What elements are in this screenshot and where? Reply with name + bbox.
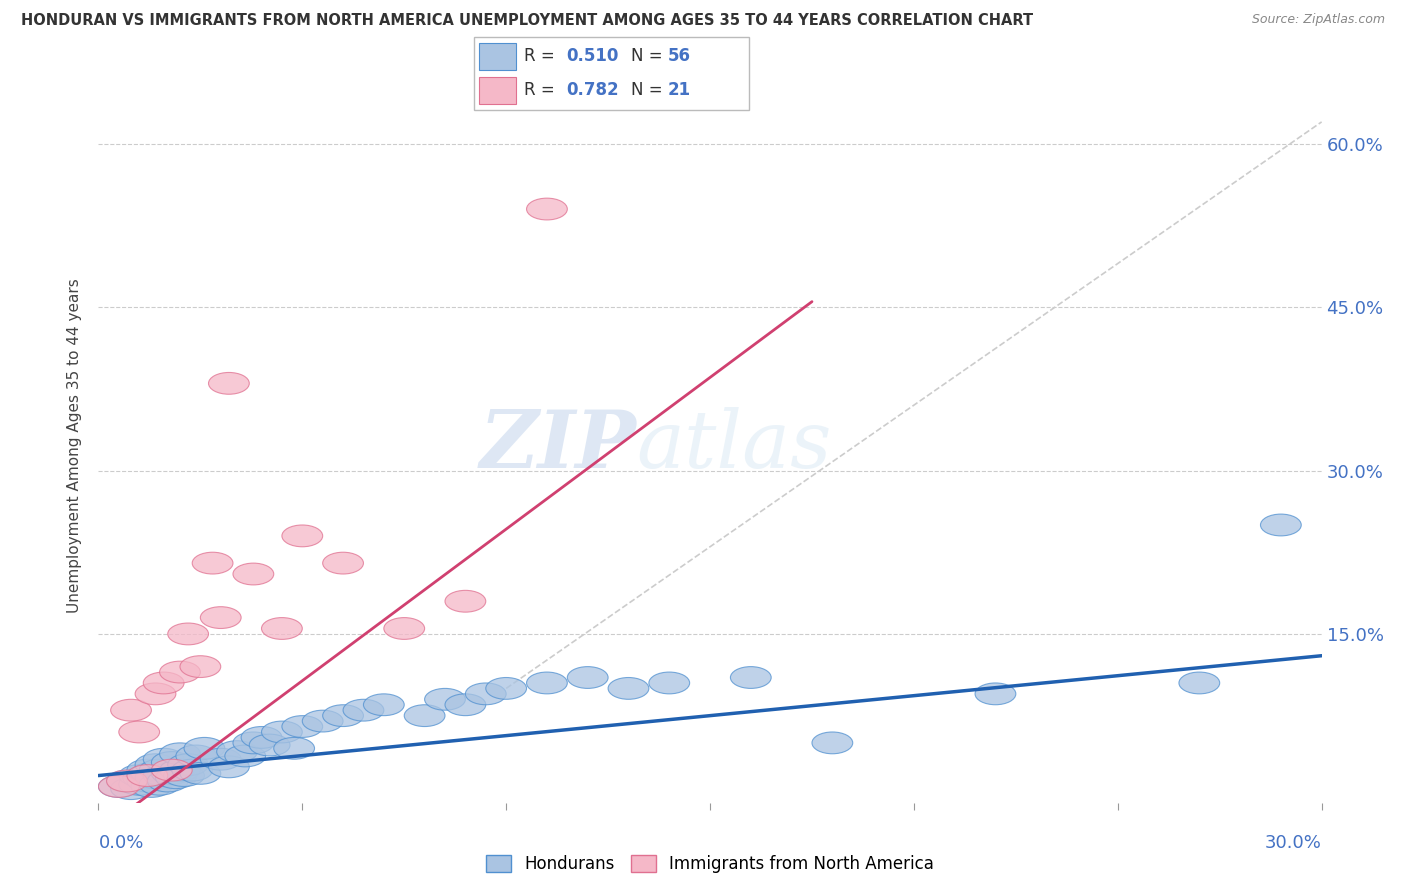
Text: 0.510: 0.510 [567,46,619,65]
Ellipse shape [160,759,201,781]
Ellipse shape [120,764,160,787]
Ellipse shape [486,678,527,699]
Ellipse shape [160,743,201,764]
Text: N =: N = [631,46,668,65]
Ellipse shape [208,373,249,394]
FancyBboxPatch shape [479,44,516,70]
Ellipse shape [120,773,160,795]
Ellipse shape [201,748,242,770]
Ellipse shape [143,672,184,694]
Ellipse shape [107,770,148,792]
Ellipse shape [172,759,212,781]
Text: N =: N = [631,81,668,99]
Text: 56: 56 [668,46,690,65]
Text: R =: R = [524,46,561,65]
Ellipse shape [156,767,197,789]
Ellipse shape [131,763,172,784]
Ellipse shape [217,740,257,763]
Ellipse shape [425,689,465,710]
Text: 30.0%: 30.0% [1265,834,1322,852]
Ellipse shape [262,721,302,743]
Ellipse shape [274,738,315,759]
Ellipse shape [98,775,139,797]
Ellipse shape [343,699,384,721]
Ellipse shape [201,607,242,629]
Ellipse shape [143,764,184,787]
Text: 21: 21 [668,81,690,99]
Ellipse shape [323,552,363,574]
Ellipse shape [568,666,607,689]
Text: Source: ZipAtlas.com: Source: ZipAtlas.com [1251,13,1385,27]
Ellipse shape [180,656,221,678]
Ellipse shape [139,759,180,781]
Text: atlas: atlas [637,408,832,484]
Ellipse shape [127,759,167,781]
Ellipse shape [152,759,193,781]
Ellipse shape [135,683,176,705]
Ellipse shape [167,623,208,645]
Ellipse shape [242,727,281,748]
Ellipse shape [180,763,221,784]
Ellipse shape [98,775,139,797]
Ellipse shape [323,705,363,727]
Ellipse shape [444,591,486,612]
Ellipse shape [143,748,184,770]
Ellipse shape [225,745,266,767]
Ellipse shape [107,770,148,792]
Ellipse shape [135,767,176,789]
Text: HONDURAN VS IMMIGRANTS FROM NORTH AMERICA UNEMPLOYMENT AMONG AGES 35 TO 44 YEARS: HONDURAN VS IMMIGRANTS FROM NORTH AMERIC… [21,13,1033,29]
Ellipse shape [127,770,167,792]
Ellipse shape [139,773,180,795]
Ellipse shape [444,694,486,715]
Text: 0.0%: 0.0% [98,834,143,852]
Text: 0.782: 0.782 [567,81,619,99]
Ellipse shape [363,694,405,715]
Ellipse shape [609,678,650,699]
Text: R =: R = [524,81,561,99]
Ellipse shape [404,705,444,727]
FancyBboxPatch shape [479,78,516,104]
Ellipse shape [384,617,425,640]
Ellipse shape [152,763,193,784]
Ellipse shape [160,661,201,683]
Ellipse shape [127,764,167,787]
Ellipse shape [184,738,225,759]
Ellipse shape [233,563,274,585]
Ellipse shape [208,756,249,778]
Ellipse shape [131,775,172,797]
Ellipse shape [976,683,1015,705]
Ellipse shape [233,732,274,754]
Ellipse shape [527,672,567,694]
Ellipse shape [163,764,204,787]
Ellipse shape [249,734,290,756]
Ellipse shape [813,732,852,754]
Text: ZIP: ZIP [479,408,637,484]
Ellipse shape [527,198,567,220]
Ellipse shape [262,617,302,640]
Ellipse shape [148,770,188,792]
Ellipse shape [152,752,193,773]
Ellipse shape [281,525,323,547]
Y-axis label: Unemployment Among Ages 35 to 44 years: Unemployment Among Ages 35 to 44 years [67,278,83,614]
Ellipse shape [120,721,160,743]
Ellipse shape [465,683,506,705]
Ellipse shape [111,699,152,721]
Ellipse shape [193,552,233,574]
Ellipse shape [731,666,770,689]
Ellipse shape [281,715,323,738]
Legend: Hondurans, Immigrants from North America: Hondurans, Immigrants from North America [479,848,941,880]
Ellipse shape [176,745,217,767]
Ellipse shape [1178,672,1219,694]
Ellipse shape [1261,514,1302,536]
Ellipse shape [122,767,163,789]
Ellipse shape [302,710,343,732]
Ellipse shape [650,672,690,694]
Ellipse shape [111,778,152,799]
Ellipse shape [135,754,176,775]
Ellipse shape [167,754,208,775]
